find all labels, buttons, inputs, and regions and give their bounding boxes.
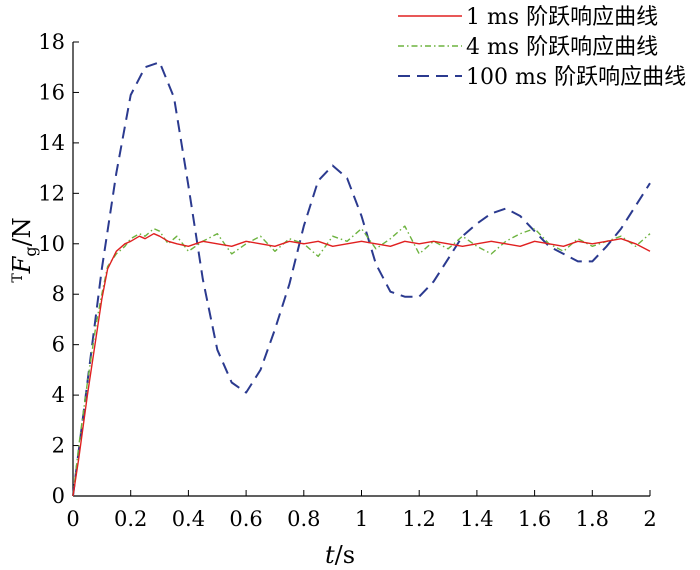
y-tick-label: 18 [38,30,65,54]
series-layer [72,61,651,497]
x-tick-label: 2 [643,507,656,531]
x-tick-label: 1.2 [402,507,435,531]
y-tick-label: 2 [52,434,65,458]
x-tick-label: 1 [355,507,368,531]
series-line-1 [72,225,651,497]
y-axis-title-var: F [8,255,36,274]
y-tick-label: 0 [52,484,65,508]
x-tick-label: 0.2 [114,507,147,531]
x-tick-label: 1.6 [518,507,551,531]
x-tick-label: 0.8 [287,507,320,531]
y-tick-label: 16 [38,80,65,104]
y-tick-label: 12 [38,181,65,205]
x-tick-label: 0.6 [229,507,262,531]
x-tick-label: 0 [66,507,79,531]
x-axis-title-unit: /s [335,541,355,569]
y-axis-title: TFg/N [8,217,40,282]
y-axis-title-sub: g [21,246,40,256]
y-tick-label: 4 [52,383,65,407]
y-tick-label: 8 [52,282,65,306]
x-axis-title: t/s [325,541,355,569]
x-tick-label: 1.8 [576,507,609,531]
legend-label-2: 100 ms 阶跃响应曲线 [466,65,686,90]
legend-label-1: 4 ms 阶跃响应曲线 [466,35,658,60]
y-axis-title-prefix: T [10,273,26,283]
y-tick-label: 14 [38,131,65,155]
series-line-0 [72,233,651,497]
x-tick-label: 0.4 [172,507,205,531]
series-line-2 [72,61,651,497]
x-tick-label: 1.4 [460,507,493,531]
axes: 0 0.2 0.4 0.6 0.8 1 1.2 1.4 1.6 1.8 2 0 2 4 6 8 10 12 14 16… [38,30,656,531]
x-axis-title-var: t [325,541,335,569]
legend: 1 ms 阶跃响应曲线 4 ms 阶跃响应曲线 100 ms 阶跃响应曲线 [398,5,686,90]
y-tick-label: 10 [38,232,65,256]
y-axis-title-unit: /N [8,217,36,246]
y-tick-label: 6 [52,333,65,357]
legend-label-0: 1 ms 阶跃响应曲线 [466,5,658,30]
